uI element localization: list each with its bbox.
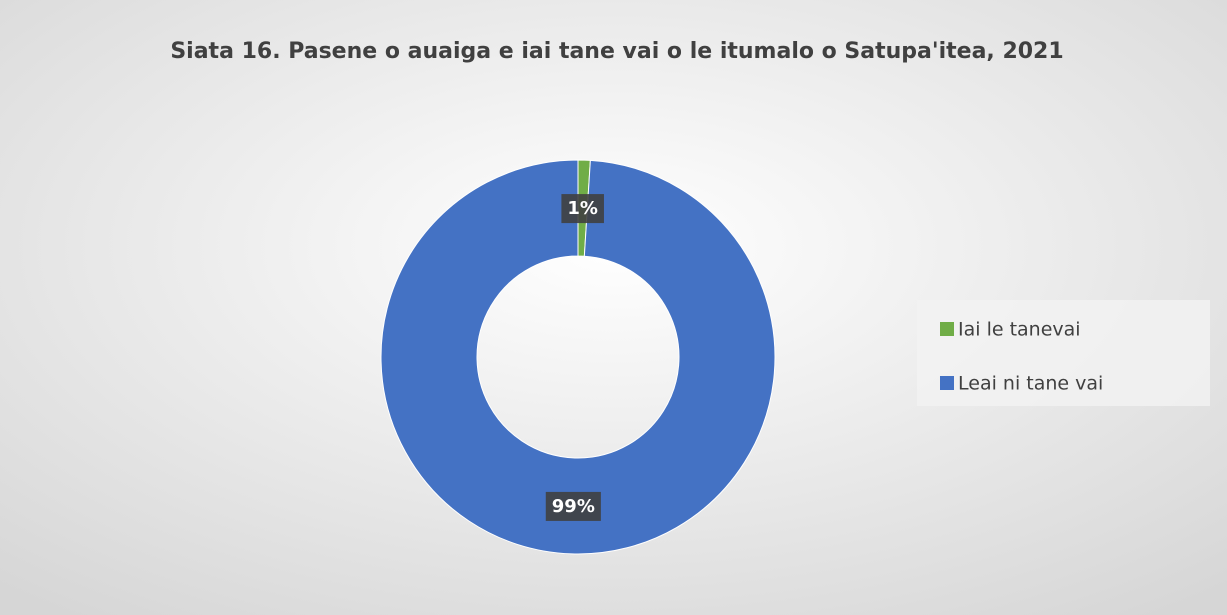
data-label-box: [545, 491, 601, 521]
legend-box: [917, 300, 1210, 406]
data-label: 1%: [567, 198, 598, 219]
data-label-box: [561, 194, 604, 224]
legend-swatch: [940, 376, 954, 390]
legend-label: Leai ni tane vai: [958, 373, 1103, 395]
donut-slice: [380, 159, 776, 555]
data-label: 99%: [552, 496, 595, 517]
legend-label: Iai le tanevai: [958, 319, 1081, 341]
chart-title: Siata 16. Pasene o auaiga e iai tane vai…: [170, 39, 1063, 64]
legend-swatch: [940, 322, 954, 336]
